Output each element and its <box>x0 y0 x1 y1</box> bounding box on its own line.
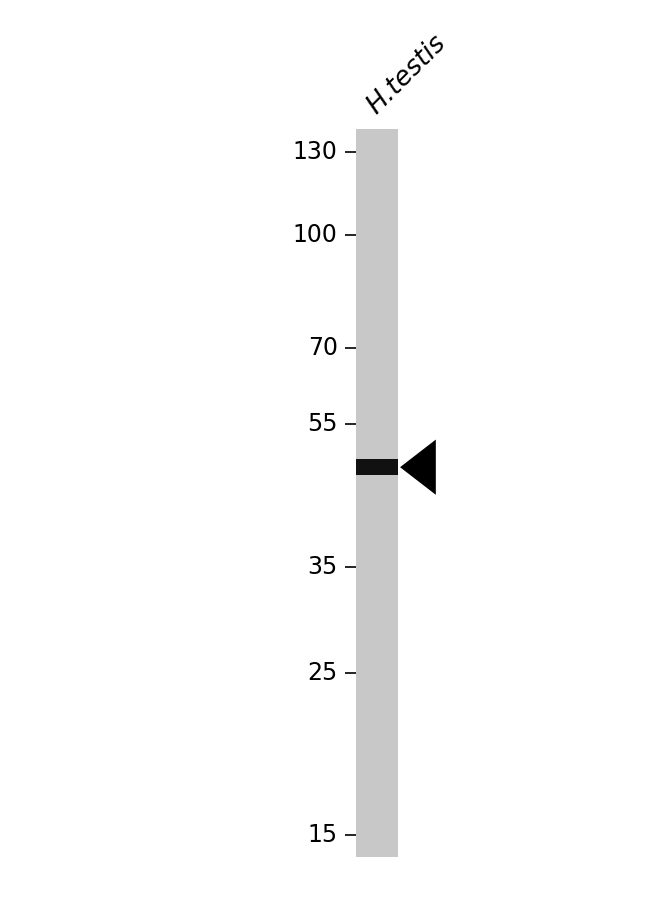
Bar <box>356 129 398 857</box>
Text: H.testis: H.testis <box>362 30 451 120</box>
Text: 70: 70 <box>307 336 338 360</box>
Text: 130: 130 <box>292 140 338 164</box>
Text: 25: 25 <box>307 661 338 685</box>
Bar <box>356 459 398 475</box>
Polygon shape <box>400 439 436 495</box>
Text: 35: 35 <box>307 555 338 579</box>
Text: 55: 55 <box>307 413 338 437</box>
Text: 15: 15 <box>307 822 338 846</box>
Text: 100: 100 <box>292 223 338 247</box>
